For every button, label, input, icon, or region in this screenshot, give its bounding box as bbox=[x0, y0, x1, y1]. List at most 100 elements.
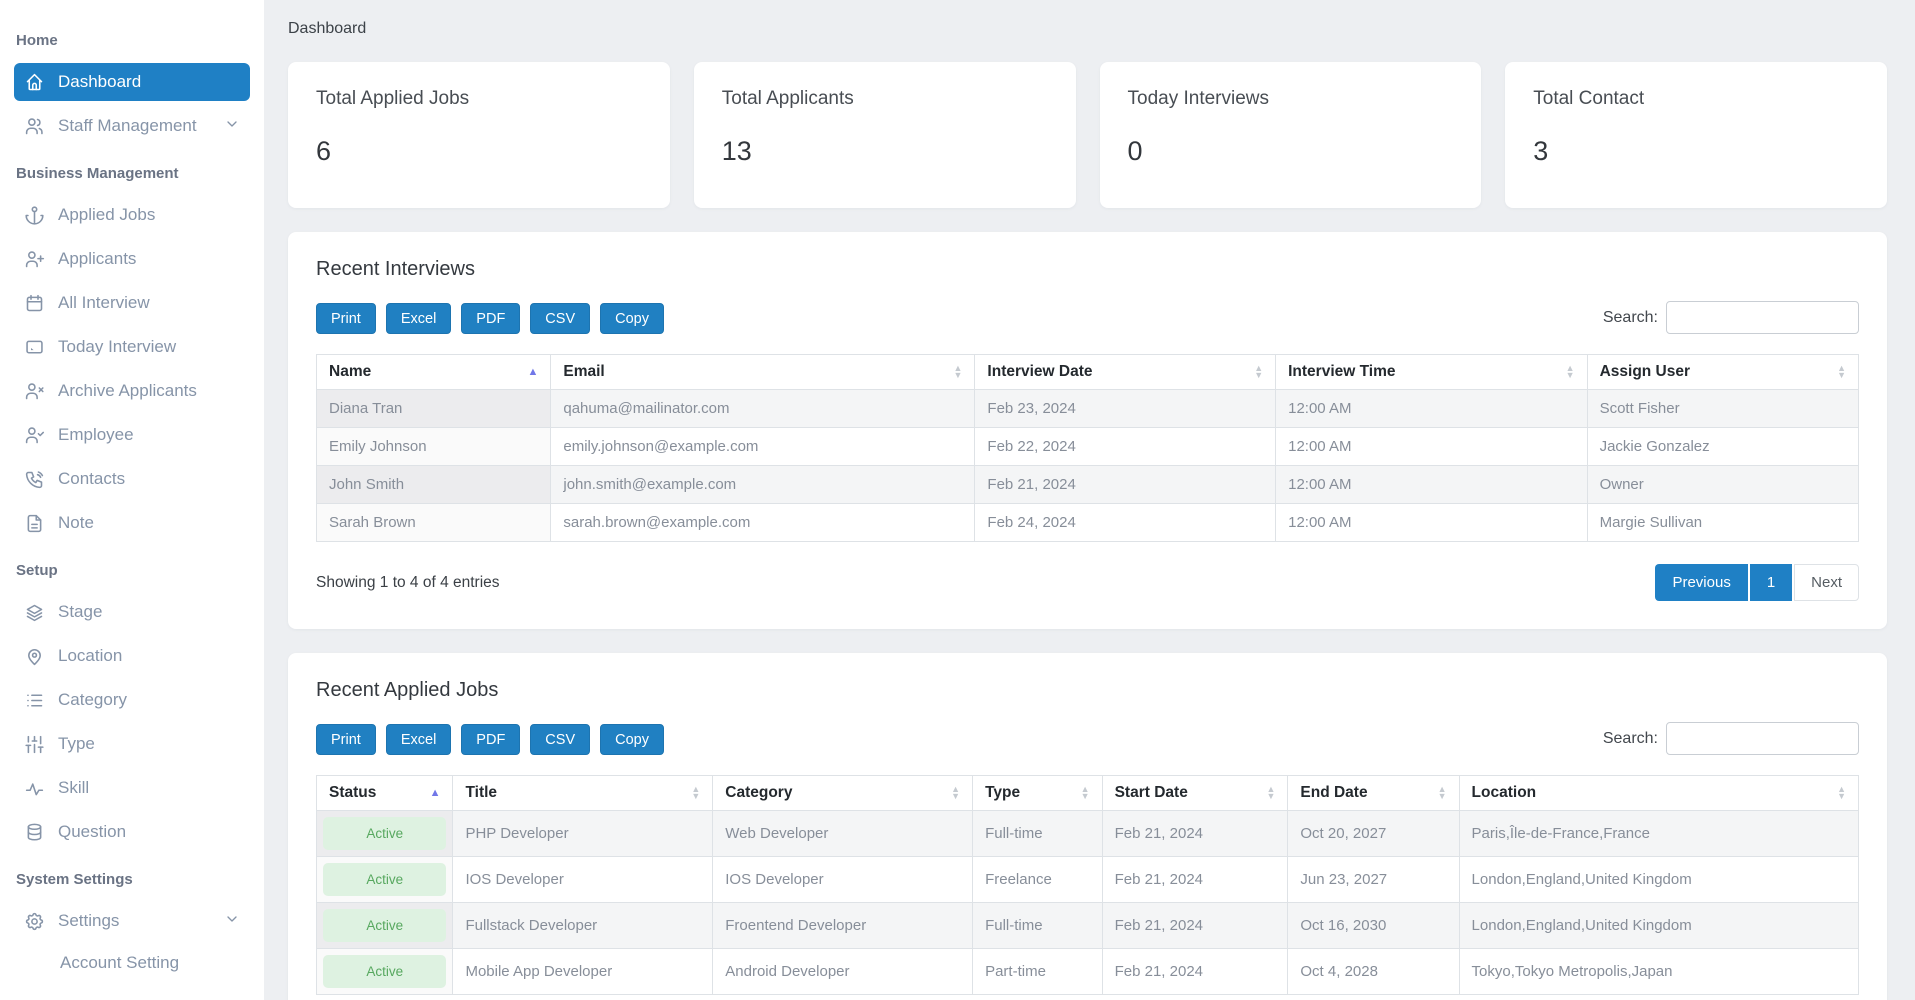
page-number-button[interactable]: 1 bbox=[1749, 564, 1793, 601]
column-header-email[interactable]: Email ▲ ▼ bbox=[550, 354, 976, 390]
sidebar-item-employee[interactable]: Employee bbox=[14, 416, 250, 454]
cell-end-date: Oct 16, 2030 bbox=[1287, 902, 1460, 949]
next-page-button[interactable]: Next bbox=[1794, 564, 1859, 601]
csv-button[interactable]: CSV bbox=[530, 724, 591, 755]
column-header-location[interactable]: Location ▲ ▼ bbox=[1458, 775, 1860, 811]
column-header-status[interactable]: Status ▲ bbox=[315, 775, 454, 811]
column-header-interview-date[interactable]: Interview Date ▲ ▼ bbox=[974, 354, 1277, 390]
column-header-category[interactable]: Category ▲ ▼ bbox=[712, 775, 974, 811]
sidebar-item-question[interactable]: Question bbox=[14, 813, 250, 851]
users-icon bbox=[25, 117, 43, 134]
sort-icon: ▲ ▼ bbox=[1837, 784, 1846, 801]
sidebar-item-label: Contacts bbox=[58, 469, 126, 488]
table-row: Active Mobile App Developer Android Deve… bbox=[315, 948, 1860, 995]
sidebar-item-account-setting[interactable]: Account Setting bbox=[14, 946, 250, 980]
sidebar-item-category[interactable]: Category bbox=[14, 681, 250, 719]
excel-button[interactable]: Excel bbox=[385, 303, 452, 334]
column-header-type[interactable]: Type ▲ ▼ bbox=[972, 775, 1103, 811]
stat-card-today-interviews: Today Interviews 0 bbox=[1099, 62, 1482, 208]
copy-button[interactable]: Copy bbox=[600, 724, 664, 755]
sidebar-item-label: Staff Management bbox=[58, 116, 197, 135]
list-icon bbox=[27, 693, 43, 707]
sidebar-item-applied-jobs[interactable]: Applied Jobs bbox=[14, 196, 250, 234]
search-input[interactable] bbox=[1666, 722, 1859, 755]
sidebar-item-archive-applicants[interactable]: Archive Applicants bbox=[14, 372, 250, 410]
print-button[interactable]: Print bbox=[316, 303, 376, 334]
stat-label: Today Interviews bbox=[1127, 88, 1270, 109]
sidebar-section-setup: Setup bbox=[16, 562, 58, 579]
table-row: John Smith john.smith@example.com Feb 21… bbox=[315, 465, 1860, 504]
column-header-assign-user[interactable]: Assign User ▲ ▼ bbox=[1586, 354, 1860, 390]
status-badge: Active bbox=[323, 817, 447, 850]
sidebar-item-all-interview[interactable]: All Interview bbox=[14, 284, 250, 322]
cell-interview-date: Feb 23, 2024 bbox=[974, 389, 1277, 428]
sidebar-item-note[interactable]: Note bbox=[14, 504, 250, 542]
sidebar-item-stage[interactable]: Stage bbox=[14, 593, 250, 631]
sidebar-item-label: Question bbox=[58, 822, 127, 841]
sidebar-item-location[interactable]: Location bbox=[14, 637, 250, 675]
sort-asc-icon: ▲ bbox=[527, 366, 539, 378]
column-header-end-date[interactable]: End Date ▲ ▼ bbox=[1287, 775, 1460, 811]
column-header-name[interactable]: Name ▲ bbox=[315, 354, 552, 390]
sidebar-item-skill[interactable]: Skill bbox=[14, 769, 250, 807]
table-footer: Showing 1 to 4 of 4 entries Previous 1 N… bbox=[316, 564, 1859, 601]
cell-start-date: Feb 21, 2024 bbox=[1101, 948, 1289, 995]
copy-button[interactable]: Copy bbox=[600, 303, 664, 334]
stats-row: Total Applied Jobs 6 Total Applicants 13… bbox=[288, 62, 1887, 208]
column-header-interview-time[interactable]: Interview Time ▲ ▼ bbox=[1275, 354, 1588, 390]
screen-share-icon bbox=[26, 340, 43, 354]
sidebar-item-type[interactable]: Type bbox=[14, 725, 250, 763]
activity-icon bbox=[25, 782, 44, 795]
stat-value: 3 bbox=[1533, 136, 1549, 166]
sidebar-section-system-settings: System Settings bbox=[16, 871, 133, 888]
sidebar-item-label: Skill bbox=[58, 778, 90, 797]
stat-value: 6 bbox=[316, 136, 332, 166]
cell-status: Active bbox=[315, 856, 454, 903]
pdf-button[interactable]: PDF bbox=[461, 303, 521, 334]
cell-interview-time: 12:00 AM bbox=[1275, 503, 1588, 542]
sidebar-item-label: Applied Jobs bbox=[58, 205, 156, 224]
cell-interview-time: 12:00 AM bbox=[1275, 427, 1588, 466]
file-text-icon bbox=[27, 514, 42, 532]
cell-assign-user: Scott Fisher bbox=[1586, 389, 1860, 428]
cell-category: Android Developer bbox=[712, 948, 974, 995]
previous-page-button[interactable]: Previous bbox=[1655, 564, 1748, 601]
cell-category: IOS Developer bbox=[712, 856, 974, 903]
sort-icon: ▲ ▼ bbox=[1837, 363, 1846, 380]
sidebar-item-staff-management[interactable]: Staff Management bbox=[14, 107, 250, 145]
sidebar-item-contacts[interactable]: Contacts bbox=[14, 460, 250, 498]
sidebar-item-today-interview[interactable]: Today Interview bbox=[14, 328, 250, 366]
cell-status: Active bbox=[315, 810, 454, 857]
csv-button[interactable]: CSV bbox=[530, 303, 591, 334]
sidebar-item-label: All Interview bbox=[58, 293, 150, 312]
table-row: Active Fullstack Developer Froentend Dev… bbox=[315, 902, 1860, 949]
sort-icon: ▲ ▼ bbox=[1437, 784, 1447, 801]
sort-icon: ▲ ▼ bbox=[1565, 363, 1575, 380]
search-label: Search: bbox=[1602, 308, 1658, 326]
gear-icon bbox=[25, 912, 44, 930]
map-pin-icon bbox=[28, 648, 41, 665]
user-x-icon bbox=[25, 382, 44, 399]
cell-location: Paris,Île-de-France,France bbox=[1458, 810, 1860, 857]
print-button[interactable]: Print bbox=[316, 724, 376, 755]
excel-button[interactable]: Excel bbox=[385, 724, 452, 755]
chevron-down-icon bbox=[224, 911, 240, 932]
sidebar-item-settings[interactable]: Settings bbox=[14, 902, 250, 940]
cell-email: john.smith@example.com bbox=[550, 465, 976, 504]
sidebar-item-dashboard[interactable]: Dashboard bbox=[14, 63, 250, 101]
search-input[interactable] bbox=[1666, 301, 1859, 334]
breadcrumb: Dashboard bbox=[288, 20, 367, 37]
status-badge: Active bbox=[323, 955, 447, 988]
column-header-title[interactable]: Title ▲ ▼ bbox=[452, 775, 714, 811]
pdf-button[interactable]: PDF bbox=[461, 724, 521, 755]
sort-icon: ▲ ▼ bbox=[1266, 784, 1276, 801]
sidebar-item-label: Settings bbox=[58, 911, 120, 930]
entries-info: Showing 1 to 4 of 4 entries bbox=[316, 573, 500, 591]
sidebar-item-label: Employee bbox=[58, 425, 134, 444]
panel-title: Recent Applied Jobs bbox=[316, 679, 499, 701]
sidebar-item-label: Stage bbox=[58, 602, 103, 621]
table-row: Active IOS Developer IOS Developer Freel… bbox=[315, 856, 1860, 903]
stat-label: Total Applicants bbox=[721, 88, 854, 109]
sidebar-item-applicants[interactable]: Applicants bbox=[14, 240, 250, 278]
column-header-start-date[interactable]: Start Date ▲ ▼ bbox=[1101, 775, 1289, 811]
